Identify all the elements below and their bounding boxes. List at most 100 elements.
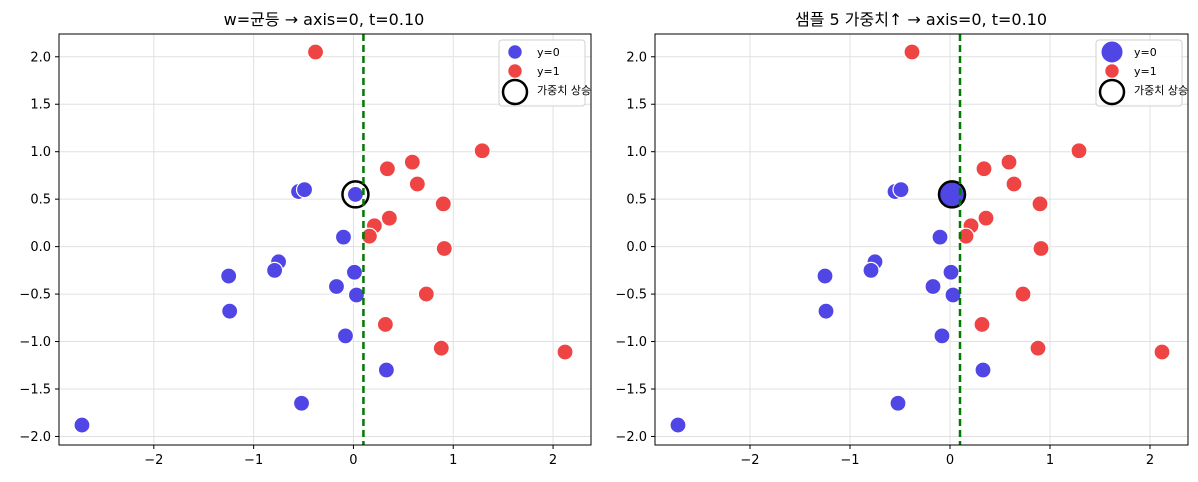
point-y1 [1031,195,1049,213]
y-tick-label: −2.0 [19,430,51,445]
point-y1 [975,160,993,178]
point-y0 [924,277,942,296]
legend-marker [1100,40,1124,64]
point-y1 [903,43,921,61]
point-y0 [347,286,366,304]
legend: y=0 y=1 가중치 상승 [498,39,591,107]
point-y0 [974,361,992,379]
point-y1 [432,339,450,357]
y-tick-label: 0.0 [30,240,51,255]
legend-label: y=0 [537,46,560,59]
point-y1 [378,160,396,178]
x-tick-label: 0 [946,453,954,468]
y-tick-label: 1.5 [626,98,647,113]
highlight-ring [937,180,967,209]
point-y1 [1070,142,1088,160]
point-y0 [346,185,365,204]
legend-marker [507,63,523,79]
legend-label: 가중치 상승 [1134,84,1188,97]
y-tick-label: 2.0 [626,50,647,65]
point-y1 [435,239,453,258]
point-y1 [403,153,421,171]
point-y1 [1014,285,1032,303]
point-y1 [380,209,398,227]
y-tick-label: 1.5 [30,98,51,113]
axes-frame [58,33,592,446]
point-y0 [944,286,962,304]
point-y1 [1153,343,1171,361]
point-y1 [360,227,379,245]
y-tick-label: 1.0 [30,145,51,160]
y-tick-label: −1.5 [19,382,51,397]
y-tick-label: −1.0 [615,335,647,350]
legend-marker [507,44,523,60]
point-y1 [376,315,394,334]
point-y1 [973,315,991,334]
point-y0 [377,361,395,379]
highlight-ring [341,180,370,209]
point-y0 [942,263,960,281]
legend-label: y=0 [1134,46,1157,59]
point-y0 [295,181,314,199]
point-y1 [957,227,975,245]
point-y0 [817,302,835,320]
point-y0 [889,394,907,412]
point-y1 [408,175,426,193]
legend-ring-marker [1098,78,1126,106]
y-tick-label: −1.0 [19,335,51,350]
point-y0 [933,327,951,345]
point-y0 [292,394,311,412]
y-tick-label: 0.5 [30,193,51,208]
chart-title: 샘플 5 가중치↑ → axis=0, t=0.10 [795,10,1047,29]
point-y1 [1032,239,1050,258]
point-y1 [434,195,452,213]
point-y1 [1029,339,1047,357]
legend-label: 가중치 상승 [537,84,591,97]
point-y0 [265,261,284,279]
legend-label: y=1 [537,65,560,78]
x-tick-label: 0 [349,453,357,468]
point-y0 [816,267,834,285]
left-scatter-panel: w=균등 → axis=0, t=0.10 −2 −1 0 1 2 −2.0 −1.5 −1.… [19,10,592,468]
y-tick-label: 1.0 [626,145,647,160]
axes-frame [654,33,1189,446]
y-tick-label: 2.0 [30,50,51,65]
point-y0 [892,181,910,199]
point-y1 [1005,175,1023,193]
x-tick-label: 1 [449,453,457,468]
point-y0 [73,416,91,434]
x-tick-label: 2 [1146,453,1154,468]
y-tick-label: 0.0 [626,240,647,255]
x-tick-label: −1 [840,453,859,468]
y-tick-label: −2.0 [615,430,647,445]
legend-label: y=1 [1134,65,1157,78]
y-tick-label: −0.5 [615,288,647,303]
point-y0 [345,263,364,281]
x-tick-label: −1 [244,453,263,468]
x-tick-label: −2 [740,453,759,468]
legend-marker [1104,63,1120,79]
chart-title: w=균등 → axis=0, t=0.10 [224,10,425,29]
y-tick-label: −1.5 [615,382,647,397]
right-scatter-panel: 샘플 5 가중치↑ → axis=0, t=0.10 −2 −1 0 1 2 −2.0 −1… [615,10,1189,468]
legend: y=0 y=1 가중치 상승 [1095,39,1188,107]
point-y0 [669,416,687,434]
point-y0 [221,302,239,320]
x-tick-label: 1 [1046,453,1054,468]
x-tick-label: −2 [144,453,163,468]
point-y1 [556,343,574,361]
y-tick-label: −0.5 [19,288,51,303]
point-y0 [327,277,346,296]
legend-ring-marker [501,78,529,106]
y-tick-label: 0.5 [626,193,647,208]
point-y1 [306,43,325,61]
point-y0 [931,228,949,246]
point-y0 [336,327,355,345]
point-y0 [862,261,880,279]
point-y0 [220,267,238,285]
point-y1 [417,285,435,303]
point-y0 [334,228,353,246]
point-y1 [977,209,995,227]
x-tick-label: 2 [549,453,557,468]
